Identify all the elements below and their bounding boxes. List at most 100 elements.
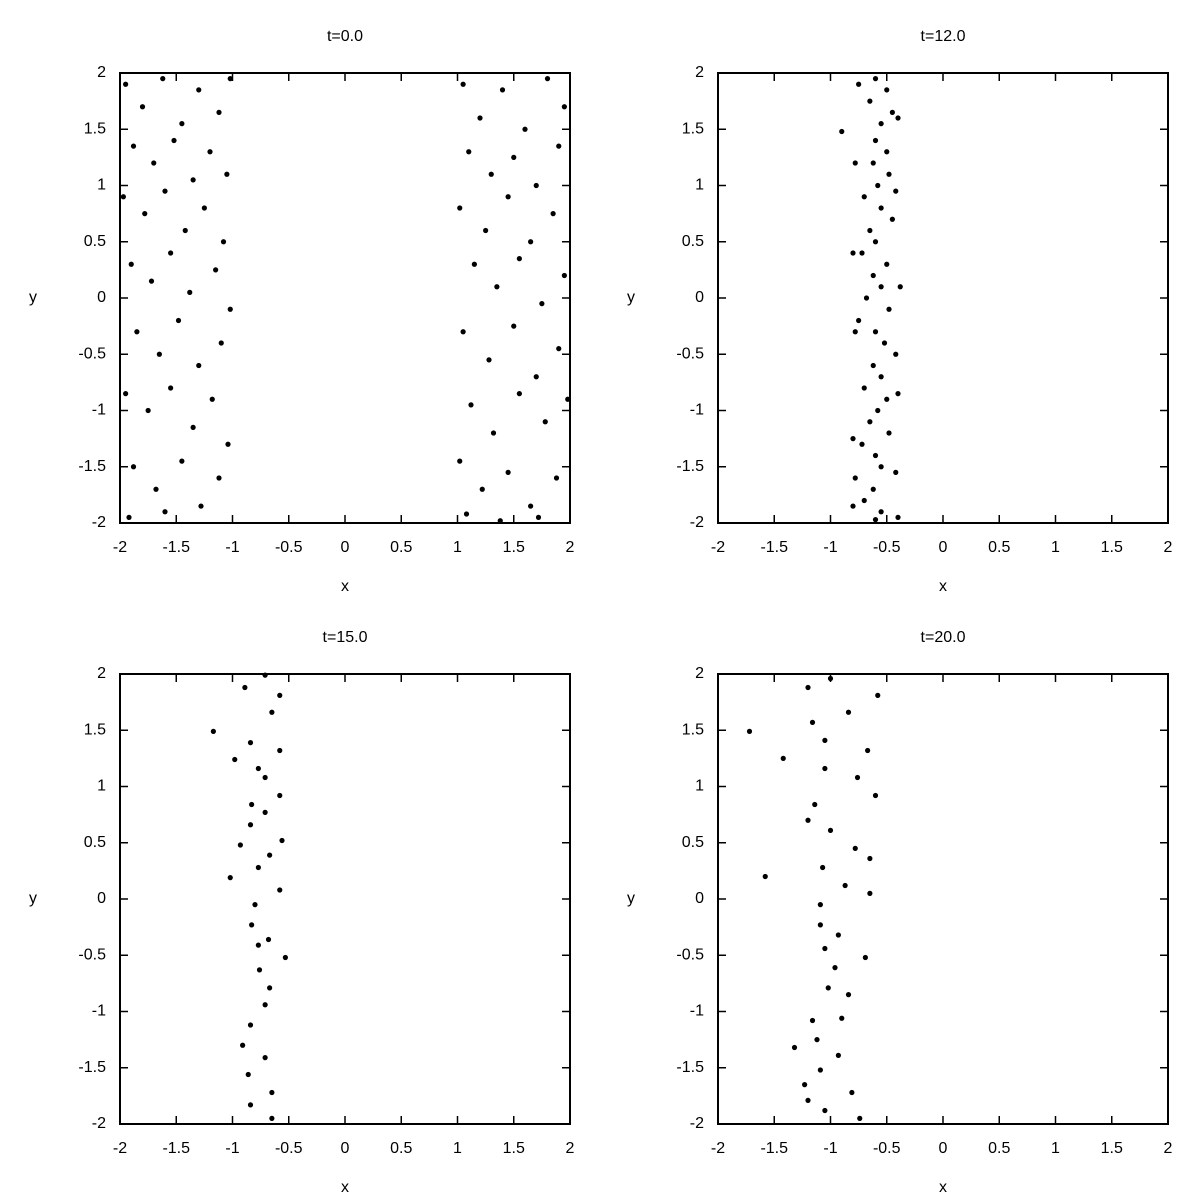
point: [822, 737, 828, 743]
x-tick-label: 2: [1164, 1140, 1173, 1157]
point: [237, 842, 243, 848]
point: [145, 407, 151, 414]
point: [175, 317, 182, 324]
point: [895, 514, 901, 520]
x-tick-label: 2: [566, 1140, 575, 1157]
point: [857, 1115, 863, 1121]
y-tick-label: 0: [97, 289, 106, 306]
point: [802, 1082, 808, 1088]
x-tick-label: 0.5: [390, 539, 412, 556]
point: [255, 765, 261, 772]
point: [861, 385, 867, 391]
y-tick-label: -0.5: [78, 345, 106, 362]
y-tick-label: -1.5: [78, 458, 106, 475]
y-tick-label: -1: [92, 1003, 106, 1020]
x-tick-label: 0.5: [390, 1140, 412, 1157]
point: [168, 385, 174, 391]
point: [528, 239, 534, 245]
point: [893, 188, 899, 194]
point: [148, 278, 155, 284]
point: [827, 827, 834, 833]
x-tick-label: 2: [566, 539, 575, 556]
point: [852, 845, 858, 851]
point: [468, 402, 474, 408]
point: [809, 1017, 816, 1024]
point: [867, 855, 873, 862]
y-tick-label: 2: [97, 665, 106, 682]
y-tick-label: 1: [695, 177, 704, 194]
plot-frame: [717, 673, 1169, 1125]
point: [897, 284, 903, 290]
x-tick-label: 0: [341, 539, 350, 556]
x-tick-label: 0: [341, 1140, 350, 1157]
point: [269, 709, 275, 715]
point: [483, 227, 489, 234]
point: [550, 211, 556, 217]
point: [822, 765, 828, 772]
point: [863, 295, 870, 301]
point: [886, 430, 892, 436]
point: [190, 177, 196, 183]
point: [812, 801, 818, 808]
point: [256, 967, 263, 973]
point: [227, 306, 233, 312]
point: [850, 436, 856, 442]
y-tick-label: -1.5: [676, 1059, 704, 1076]
point: [123, 81, 129, 87]
point: [542, 419, 548, 425]
point: [872, 76, 879, 82]
point: [216, 475, 222, 481]
x-axis-label: x: [341, 578, 349, 595]
point: [277, 887, 283, 893]
point: [867, 227, 873, 234]
point: [225, 441, 231, 447]
x-tick-label: 1: [453, 539, 462, 556]
point: [556, 143, 562, 149]
point: [120, 194, 126, 200]
point: [477, 115, 483, 121]
point: [872, 239, 879, 245]
point: [872, 137, 879, 144]
y-tick-label: 2: [97, 64, 106, 81]
point: [220, 239, 227, 245]
x-tick-label: 1.5: [1101, 539, 1123, 556]
point: [232, 756, 238, 763]
x-tick-label: -1: [225, 539, 239, 556]
point: [265, 936, 272, 943]
x-tick-label: 1.5: [1101, 1140, 1123, 1157]
point: [867, 419, 873, 425]
y-tick-label: -1.5: [676, 458, 704, 475]
point: [277, 747, 283, 754]
point: [884, 149, 890, 155]
y-axis-label: y: [627, 289, 635, 306]
x-axis-label: x: [939, 578, 947, 595]
point: [457, 458, 463, 464]
x-tick-label: -1.5: [162, 539, 190, 556]
point: [267, 985, 273, 991]
point: [809, 719, 816, 725]
point: [128, 261, 134, 267]
y-tick-label: 0.5: [84, 834, 106, 851]
point: [516, 256, 522, 262]
point: [850, 250, 856, 256]
point: [805, 817, 811, 823]
point: [249, 801, 255, 808]
point: [859, 250, 865, 256]
y-tick-label: 1: [695, 778, 704, 795]
point: [499, 87, 506, 93]
point: [895, 391, 901, 397]
point: [825, 985, 831, 991]
y-tick-label: -1: [690, 1003, 704, 1020]
plot-frame: [119, 72, 571, 524]
x-tick-label: 1: [453, 1140, 462, 1157]
point: [486, 357, 492, 363]
point: [820, 864, 826, 871]
point: [494, 284, 500, 290]
x-tick-label: -0.5: [873, 539, 901, 556]
point: [209, 396, 215, 402]
point: [845, 709, 852, 715]
point: [218, 340, 224, 346]
point: [533, 182, 539, 189]
y-tick-label: 0: [695, 289, 704, 306]
x-axis-label: x: [341, 1179, 349, 1196]
